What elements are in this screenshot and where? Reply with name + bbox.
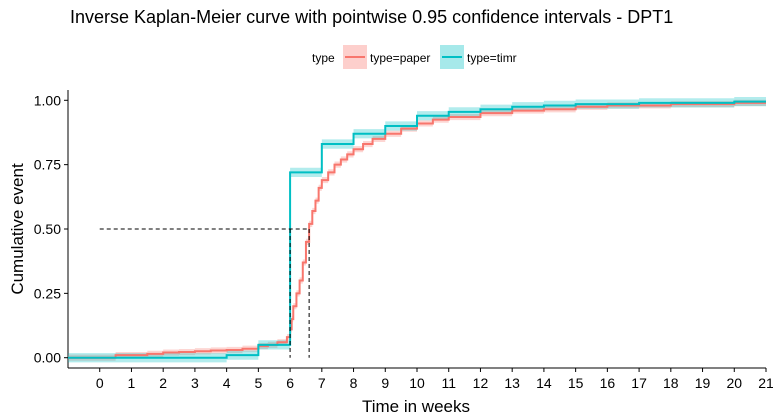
y-tick-label: 0.25 (34, 285, 61, 301)
x-tick-label: 13 (504, 375, 520, 391)
confidence-band-paper (68, 99, 766, 361)
x-tick-label: 7 (318, 375, 326, 391)
x-tick-label: 16 (600, 375, 616, 391)
x-tick-label: 5 (254, 375, 262, 391)
plot-area: 0.000.250.500.751.000 1 2 3 4 5 6 7 8 9 10 11 12 13 14… (34, 90, 773, 391)
x-tick-label: 12 (473, 375, 489, 391)
legend-entry-timr: type=timr (440, 45, 517, 69)
x-tick-label: 1 (128, 375, 136, 391)
x-tick-label: 0 (96, 375, 104, 391)
y-tick-label: 0.00 (34, 350, 61, 366)
x-tick-label: 9 (381, 375, 389, 391)
y-tick-label: 0.75 (34, 157, 61, 173)
x-axis-title: Time in weeks (362, 397, 470, 416)
y-axis-title: Cumulative event (8, 163, 27, 295)
x-tick-label: 18 (663, 375, 679, 391)
series-line-timr (68, 100, 766, 359)
chart-title: Inverse Kaplan-Meier curve with pointwis… (70, 7, 673, 27)
y-tick-label: 1.00 (34, 92, 61, 108)
x-tick-label: 21 (758, 375, 773, 391)
x-tick-label: 8 (350, 375, 358, 391)
x-tick-label: 14 (536, 375, 552, 391)
y-tick-label: 0.50 (34, 221, 61, 237)
legend: type type=paper type=timr (312, 45, 517, 69)
legend-label-paper: type=paper (370, 51, 430, 65)
x-tick-label: 3 (191, 375, 199, 391)
legend-label-timr: type=timr (467, 51, 517, 65)
confidence-band-timr (68, 96, 766, 363)
x-tick-label: 6 (286, 375, 294, 391)
x-tick-label: 17 (631, 375, 647, 391)
x-tick-label: 11 (441, 375, 456, 391)
x-tick-label: 2 (159, 375, 167, 391)
x-tick-label: 15 (568, 375, 584, 391)
legend-title: type (312, 51, 335, 65)
series-line-paper (68, 101, 766, 359)
x-tick-label: 20 (726, 375, 742, 391)
x-tick-label: 19 (695, 375, 711, 391)
x-tick-label: 10 (409, 375, 425, 391)
legend-entry-paper: type=paper (343, 45, 430, 69)
x-tick-label: 4 (223, 375, 231, 391)
